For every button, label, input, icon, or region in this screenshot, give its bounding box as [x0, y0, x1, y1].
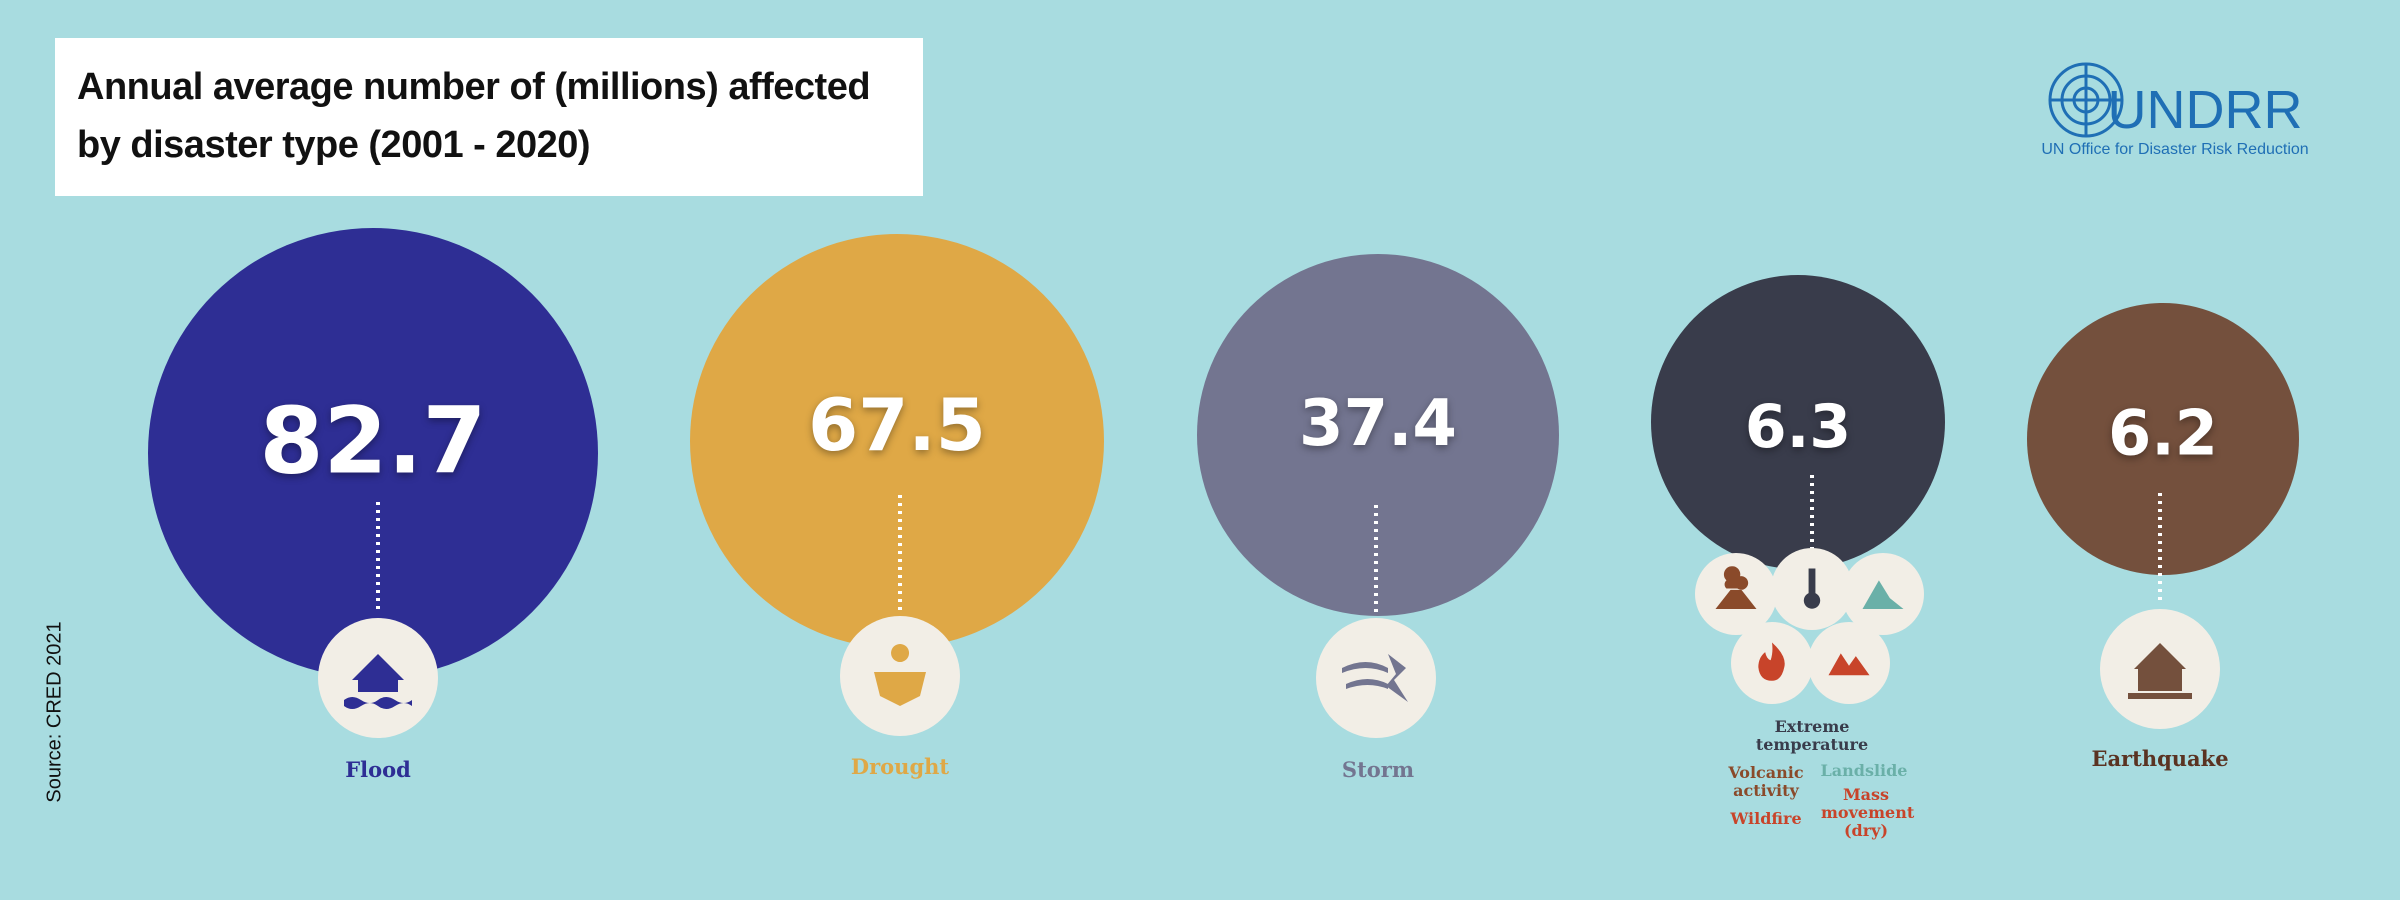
sub-label: Mass movement (dry)	[1821, 785, 1915, 840]
category-label: Earthquake	[2091, 746, 2229, 771]
category-label: Flood	[345, 757, 411, 782]
value-label: 37.4	[1299, 387, 1457, 461]
icon	[1803, 568, 1821, 609]
title-box: Annual average number of (millions) affe…	[55, 38, 923, 196]
bubble	[148, 228, 598, 678]
source: Source: CRED 2021	[43, 621, 66, 803]
bubble	[2027, 303, 2299, 575]
icon	[1862, 580, 1904, 610]
value-label: 6.3	[1744, 392, 1852, 462]
icon	[1828, 653, 1870, 676]
bubble	[690, 234, 1104, 648]
icon	[874, 644, 926, 706]
value-label: 6.2	[2108, 396, 2218, 470]
bubble	[1197, 254, 1559, 616]
icon-badge	[1316, 618, 1436, 738]
icon	[1758, 642, 1785, 681]
value-label: 82.7	[259, 387, 487, 495]
bubble	[1651, 275, 1945, 569]
icon	[2128, 643, 2192, 699]
logo-name: UNDRR	[2107, 80, 2303, 140]
icon	[1342, 654, 1408, 702]
icon	[1715, 566, 1757, 610]
icon-badge	[1808, 622, 1890, 704]
icon	[344, 654, 412, 709]
sub-label: Wildfire	[1730, 809, 1802, 828]
logo-subtitle: UN Office for Disaster Risk Reduction	[2041, 141, 2309, 158]
sub-label: Landslide	[1820, 761, 1908, 780]
chart-title: Annual average number of (millions) affe…	[77, 66, 871, 166]
sub-label: Volcanic activity	[1728, 763, 1804, 800]
category-label: Extreme temperature	[1755, 717, 1869, 754]
value-label: 67.5	[808, 383, 986, 467]
un-emblem	[2048, 62, 2124, 138]
category-label: Drought	[850, 754, 950, 779]
category-label: Storm	[1341, 757, 1415, 782]
